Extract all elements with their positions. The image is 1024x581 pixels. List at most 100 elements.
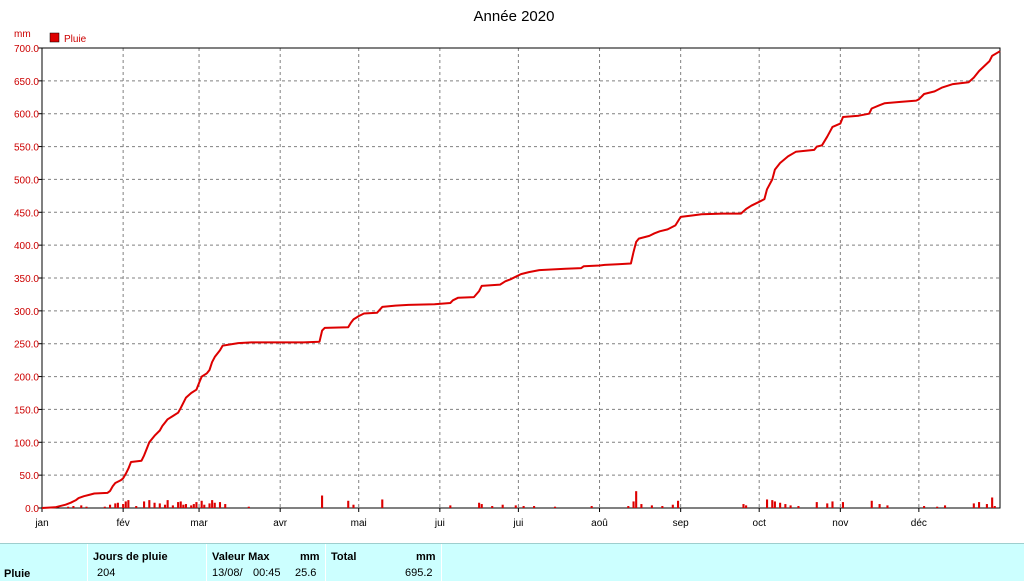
daily-rain-bar (143, 501, 146, 508)
y-tick-label: 700.0 (14, 44, 39, 55)
daily-rain-bar (742, 504, 745, 508)
daily-rain-bar (163, 504, 167, 508)
daily-rain-bar (109, 504, 112, 508)
daily-rain-bar (985, 504, 988, 508)
y-tick-label: 500.0 (14, 175, 39, 186)
y-tick-label: 150.0 (14, 405, 39, 416)
daily-rain-bar (114, 503, 117, 508)
daily-rain-bar (158, 503, 161, 508)
x-tick-label: jui (434, 518, 445, 529)
daily-rain-bar (171, 505, 174, 508)
daily-rain-bar (501, 504, 504, 508)
daily-rain-bar (831, 501, 834, 508)
daily-rain-bar (478, 502, 481, 508)
daily-rain-bar (972, 503, 975, 508)
y-axis-unit-label: mm (14, 29, 31, 40)
daily-rain-bar (878, 504, 881, 508)
daily-rain-bar (148, 500, 151, 508)
daily-rain-bar (936, 506, 939, 508)
daily-rain-bar (677, 500, 680, 508)
daily-rain-bar (797, 506, 800, 508)
total-value: 695.2 (405, 567, 433, 579)
daily-rain-bar (533, 506, 536, 508)
stats-row-label: Pluie (4, 568, 31, 580)
daily-rain-bar (640, 504, 643, 508)
y-tick-label: 600.0 (14, 110, 39, 121)
daily-rain-bar (321, 495, 324, 508)
daily-rain-bar (352, 504, 355, 508)
daily-rain-bar (826, 503, 829, 508)
daily-rain-bar (635, 491, 638, 508)
y-tick-label: 100.0 (14, 438, 39, 449)
daily-rain-bar (203, 504, 206, 508)
daily-rain-bars (67, 491, 996, 508)
y-tick-label: 650.0 (14, 77, 39, 88)
stats-panel: Pluie Jours de pluie 204 Valeur Max mm 1… (0, 543, 1024, 581)
daily-rain-bar (765, 499, 769, 508)
valeur-max-value: 25.6 (295, 567, 317, 579)
total-header: Total (331, 551, 357, 563)
x-tick-label: jui (512, 518, 523, 529)
valeur-max-unit: mm (300, 551, 320, 563)
daily-rain-bar (195, 502, 198, 508)
daily-rain-bar (127, 500, 130, 508)
daily-rain-bar (993, 506, 996, 508)
daily-rain-bar (224, 504, 227, 508)
daily-rain-bar (943, 505, 947, 508)
rain-chart: Année 2020 mm Pluie 0.0 50.0 100.0 150.0 200… (14, 8, 1001, 529)
y-tick-label: 200.0 (14, 373, 39, 384)
grid (42, 48, 1000, 508)
x-tick-label: sep (673, 518, 690, 529)
valeur-max-date: 13/08/ (212, 567, 243, 579)
daily-rain-bar (177, 502, 180, 508)
daily-rain-bar (522, 506, 525, 508)
y-tick-label: 400.0 (14, 241, 39, 252)
daily-rain-bar (978, 502, 981, 508)
daily-rain-bar (773, 501, 776, 508)
daily-rain-bar (347, 500, 350, 508)
y-tick-label: 350.0 (14, 274, 39, 285)
daily-rain-bar (553, 506, 557, 508)
legend: Pluie (49, 32, 87, 45)
daily-rain-bar (122, 504, 125, 508)
x-tick-label: mai (351, 518, 367, 529)
y-tick-label: 450.0 (14, 208, 39, 219)
daily-rain-bar (179, 501, 182, 508)
daily-rain-bar (815, 502, 818, 508)
daily-rain-bar (779, 502, 782, 508)
jours-value: 204 (97, 567, 116, 579)
daily-rain-bar (745, 505, 748, 508)
daily-rain-bar (72, 506, 75, 508)
x-tick-label: oct (753, 518, 767, 529)
daily-rain-bar (182, 504, 185, 508)
daily-rain-bar (80, 505, 83, 508)
daily-rain-bar (213, 502, 216, 508)
daily-rain-bar (886, 505, 889, 508)
y-tick-label: 550.0 (14, 143, 39, 154)
daily-rain-bar (200, 500, 203, 508)
x-tick-label: aoû (591, 518, 608, 529)
daily-rain-bar (480, 504, 483, 508)
daily-rain-bar (116, 502, 119, 508)
daily-rain-bar (870, 500, 873, 508)
daily-rain-bar (166, 500, 169, 508)
y-tick-label: 250.0 (14, 340, 39, 351)
daily-rain-bar (381, 499, 384, 508)
jours-header: Jours de pluie (93, 551, 168, 563)
x-tick-label: nov (832, 518, 848, 529)
y-tick-label: 0.0 (25, 504, 39, 515)
daily-rain-bar (991, 497, 994, 508)
chart-title: Année 2020 (474, 8, 555, 25)
daily-rain-bar (135, 506, 138, 508)
daily-rain-bar (247, 506, 250, 508)
daily-rain-bar (211, 500, 214, 508)
daily-rain-bar (208, 503, 211, 508)
x-tick-label: avr (273, 518, 288, 529)
daily-rain-bar (192, 504, 195, 508)
daily-rain-bar (632, 501, 635, 508)
daily-rain-bar (650, 505, 653, 508)
daily-rain-bar (190, 505, 193, 508)
valeur-max-time: 00:45 (253, 567, 281, 579)
daily-rain-bar (784, 504, 787, 508)
valeur-max-header: Valeur Max (212, 551, 270, 563)
